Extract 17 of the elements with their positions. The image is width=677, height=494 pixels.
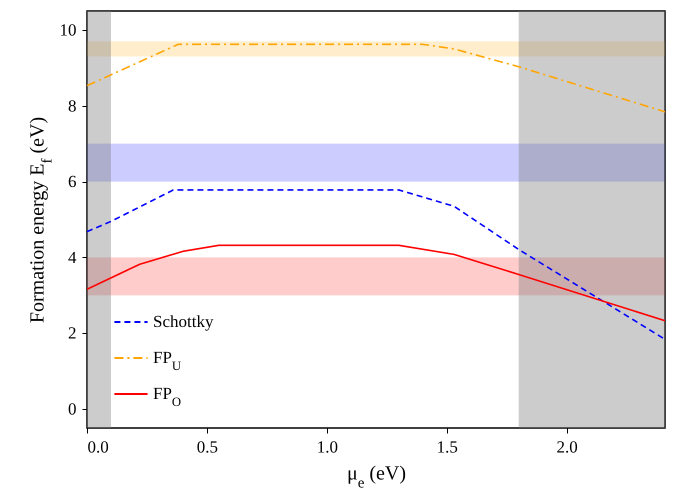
y-tick-label: 6 (68, 172, 76, 192)
y-tick-label: 10 (60, 20, 76, 40)
line-series (87, 44, 665, 113)
y-tick-label: 2 (68, 324, 76, 343)
x-tick-label: 2.0 (556, 438, 578, 456)
legend-label: Schottky (153, 312, 214, 331)
legend-label: FP$_{O}$ (153, 384, 182, 409)
legend-label: FP$_{U}$ (153, 348, 182, 373)
line-series (87, 189, 665, 340)
y-tick-label: 0 (68, 400, 76, 419)
y-tick-label: 8 (68, 96, 76, 116)
x-tick-label: 1.5 (436, 438, 458, 456)
x-tick-label: 0.0 (88, 438, 109, 456)
x-tick-label: 1.0 (316, 438, 338, 456)
x-axis-title: μ$_{e}$ (eV) (346, 462, 406, 492)
y-tick-label: 4 (68, 248, 77, 267)
x-tick-label: 0.5 (196, 438, 218, 456)
